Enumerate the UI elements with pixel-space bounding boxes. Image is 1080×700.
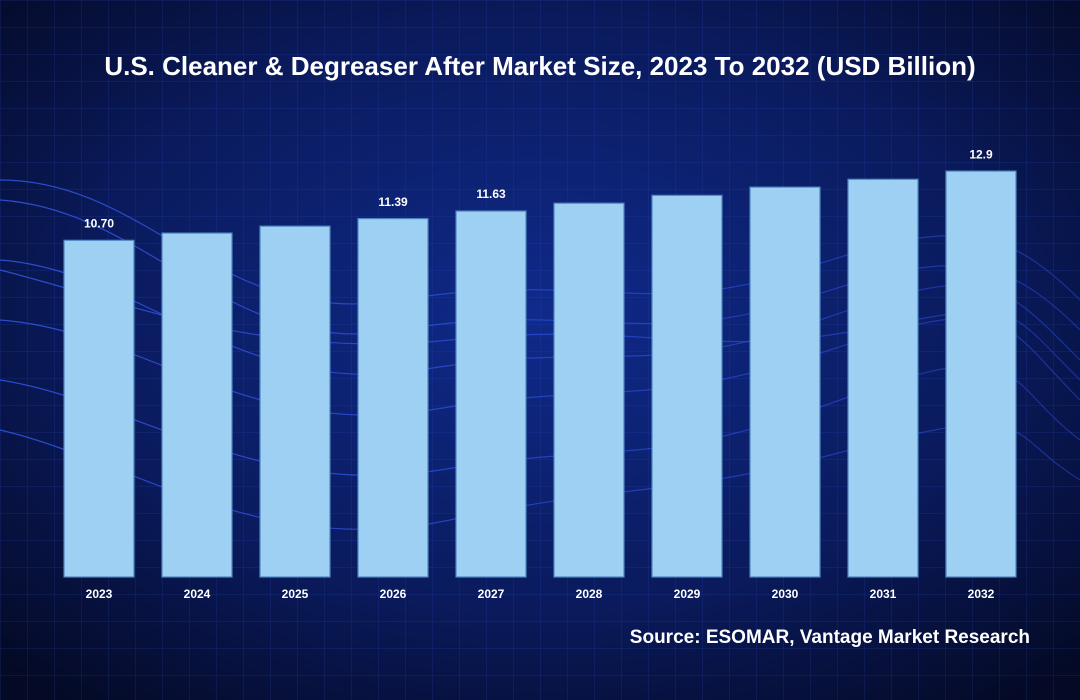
x-tick-label: 2027 bbox=[478, 587, 505, 601]
bar bbox=[651, 194, 723, 578]
x-tick-label: 2028 bbox=[576, 587, 603, 601]
value-label: 11.39 bbox=[378, 195, 408, 209]
value-label: 11.63 bbox=[476, 187, 506, 201]
x-tick-label: 2031 bbox=[870, 587, 897, 601]
bar bbox=[357, 217, 429, 578]
bar bbox=[455, 210, 527, 578]
bar bbox=[161, 232, 233, 578]
chart-title: U.S. Cleaner & Degreaser After Market Si… bbox=[104, 51, 975, 81]
value-label: 10.70 bbox=[84, 216, 114, 230]
bar bbox=[749, 186, 821, 578]
x-tick-label: 2023 bbox=[86, 587, 113, 601]
source: Source: ESOMAR, Vantage Market Research bbox=[630, 627, 1030, 648]
x-tick-label: 2025 bbox=[282, 587, 309, 601]
value-label: 12.9 bbox=[969, 147, 993, 161]
bar bbox=[847, 178, 919, 578]
bar bbox=[553, 202, 625, 578]
x-tick-label: 2029 bbox=[674, 587, 701, 601]
x-tick-label: 2026 bbox=[380, 587, 407, 601]
bar bbox=[63, 239, 135, 578]
bar bbox=[945, 170, 1017, 578]
x-tick-label: 2032 bbox=[968, 587, 995, 601]
bar bbox=[259, 225, 331, 578]
x-tick-label: 2024 bbox=[184, 587, 211, 601]
x-tick-label: 2030 bbox=[772, 587, 799, 601]
